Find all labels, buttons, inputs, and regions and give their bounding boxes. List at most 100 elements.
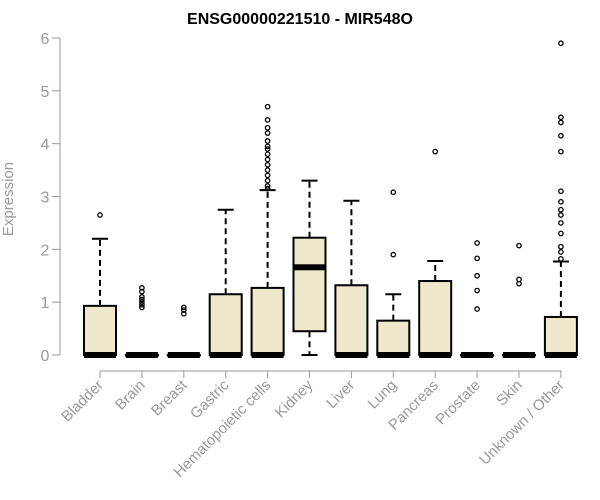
box [292,236,327,333]
outlier-point [558,243,564,250]
outlier-point [139,296,145,303]
plot-area [83,40,578,358]
box-group [543,40,578,358]
outlier-point [264,183,271,189]
outlier-point [264,172,271,179]
median-line [167,352,200,358]
outlier-point [264,161,271,168]
outlier-point [474,272,480,279]
box [543,315,578,356]
median-line [293,264,326,271]
outlier-point [558,40,564,47]
x-tick-label: Prostate [432,377,484,429]
median-line [84,352,116,358]
outlier-point [264,130,271,136]
box [83,304,117,356]
x-tick-label: Skin [493,377,526,410]
outlier-point [558,230,564,237]
box-group [418,148,453,358]
outlier-point [390,251,397,258]
y-tick-label: 3 [41,190,50,207]
outlier-point [516,276,522,283]
x-tick-label: Breast [148,376,191,419]
box-group [166,304,201,358]
chart-title: ENSG00000221510 - MIR548O [187,11,413,28]
outlier-point [558,206,564,213]
outlier-point [180,304,187,311]
outlier-point [180,310,187,317]
median-line [251,352,284,358]
median-line [461,352,494,358]
y-tick-label: 0 [41,348,50,365]
y-tick-label: 2 [41,242,50,259]
outlier-point [139,285,145,291]
median-line [377,352,410,358]
outlier-point [264,185,271,192]
outlier-point [139,299,145,306]
y-tick-label: 1 [41,295,50,312]
y-tick-label: 5 [41,84,50,101]
box [418,280,453,356]
outlier-point [264,117,271,123]
outlier-point [264,143,271,150]
median-line [503,352,535,358]
y-tick-label: 4 [41,137,50,154]
box-group [250,103,285,358]
box-group [334,199,369,358]
outlier-point [264,138,271,144]
outlier-point [474,287,480,294]
box [376,319,411,356]
outlier-point [264,156,271,163]
box [250,286,285,357]
outlier-point [139,301,145,308]
y-axis: 0 1 2 3 4 5 6 [41,31,61,365]
outlier-point [264,146,271,152]
box-group [124,285,159,358]
outlier-point [558,132,564,139]
median-line [125,352,158,358]
outlier-point [558,114,564,121]
outlier-point [558,148,564,155]
outlier-point [558,188,564,195]
outlier-point [474,255,480,262]
median-line [419,352,452,358]
outlier-point [432,148,439,155]
outlier-point [264,167,271,173]
outlier-point [264,177,271,184]
outlier-point [474,240,480,246]
outlier-point [558,249,564,255]
outlier-point [516,242,522,249]
outlier-point [558,220,564,226]
box-group [376,189,411,358]
median-line [209,352,242,358]
box-group [83,212,117,358]
outlier-point [97,212,103,218]
box-group [208,208,243,358]
outlier-point [474,306,480,312]
box [208,293,243,357]
outlier-point [264,103,271,110]
median-line [335,352,368,358]
box [334,284,369,357]
outlier-point [558,212,564,218]
x-tick-label: Bladder [58,377,107,426]
outlier-point [558,255,564,262]
x-tick-label: Lung [365,377,401,413]
outlier-point [558,198,564,205]
outlier-point [558,119,564,126]
median-line [544,352,577,358]
box-group [292,179,327,356]
x-tick-label: Brain [112,377,149,414]
outlier-point [390,189,397,196]
box-group [460,240,495,358]
outlier-point [139,294,145,300]
x-tick-label: Kidney [272,376,317,421]
outlier-point [139,304,145,311]
outlier-point [264,151,271,158]
y-tick-label: 6 [41,31,50,48]
outlier-point [180,307,187,313]
box-group [502,242,536,358]
y-axis-label: Expression [0,162,17,236]
